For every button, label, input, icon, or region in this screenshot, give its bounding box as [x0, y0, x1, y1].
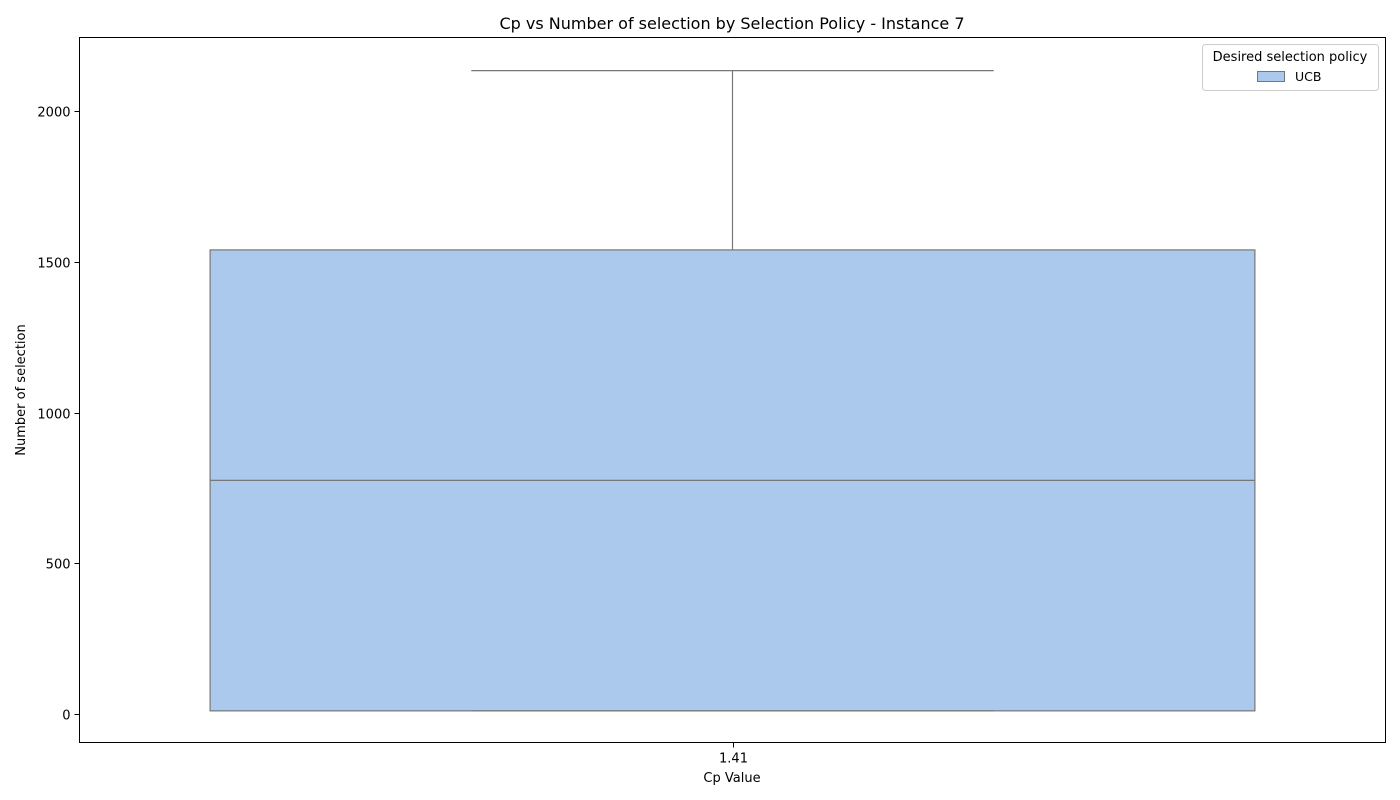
x-tick-label: 1.41 [719, 752, 748, 767]
plot-area [79, 37, 1386, 743]
y-axis: 0 500 1000 1500 2000 [37, 106, 80, 724]
y-tick-label: 1500 [37, 257, 70, 272]
x-axis-title: Cp Value [703, 771, 760, 786]
legend-swatch-ucb [1257, 71, 1285, 82]
y-tick-label: 0 [62, 709, 70, 724]
y-tick-label: 2000 [37, 106, 70, 121]
chart-title: Cp vs Number of selection by Selection P… [500, 14, 965, 33]
y-tick-label: 1000 [37, 408, 70, 423]
y-axis-title: Number of selection [14, 324, 29, 455]
y-tick-label: 500 [46, 558, 71, 573]
legend-title: Desired selection policy [1213, 50, 1368, 65]
legend-frame [1202, 44, 1379, 91]
legend: Desired selection policy UCB [1202, 44, 1379, 91]
plot-frame [79, 37, 1386, 743]
legend-label-ucb: UCB [1295, 69, 1321, 84]
box-series [209, 70, 1256, 712]
x-axis: 1.41 [719, 742, 748, 767]
